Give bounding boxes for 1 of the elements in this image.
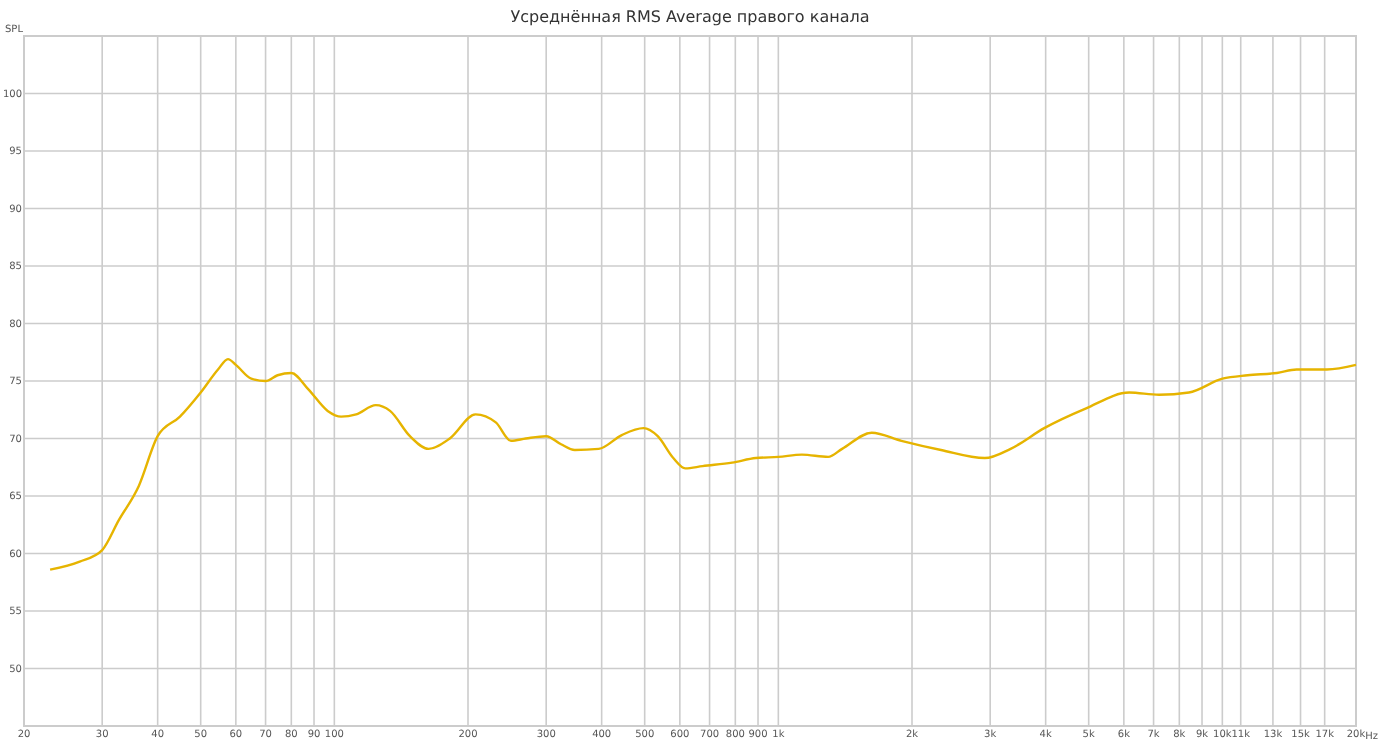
chart-title: Усреднённая RMS Average правого канала [510,8,870,26]
